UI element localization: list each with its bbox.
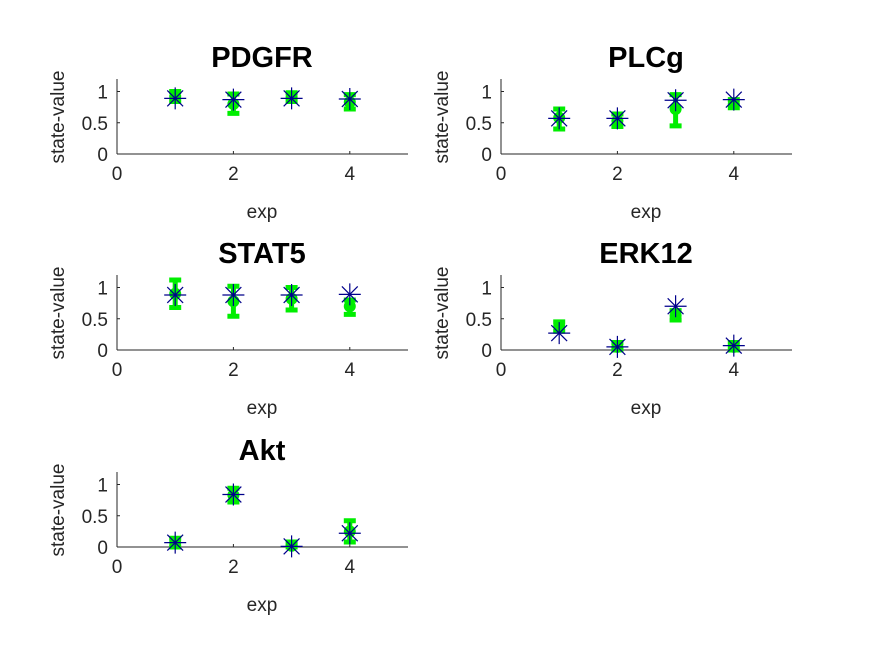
y-tick-label: 0.5 <box>82 507 108 528</box>
y-tick-label: 1 <box>481 83 492 104</box>
subplot-plcg: PLCg state-value exp 0 2 4 0 0.5 1 <box>432 42 792 223</box>
model-point <box>338 522 361 545</box>
x-tick-label: 2 <box>228 557 239 578</box>
y-tick-label: 0.5 <box>466 310 492 331</box>
x-axis-label: exp <box>631 202 662 223</box>
data-marks <box>548 88 745 132</box>
model-point <box>222 284 245 306</box>
model-point <box>664 295 687 318</box>
x-tick-label: 4 <box>345 557 356 578</box>
axes: 0 2 4 0 0.5 1 <box>82 472 408 578</box>
data-marks <box>548 295 745 358</box>
model-point <box>338 283 361 306</box>
x-tick-label: 2 <box>612 360 623 381</box>
chart-title: ERK12 <box>599 238 693 270</box>
x-tick-label: 0 <box>112 164 123 185</box>
y-tick-label: 1 <box>97 279 108 300</box>
y-axis-label: state-value <box>48 464 69 557</box>
x-tick-label: 4 <box>729 164 740 185</box>
x-tick-label: 4 <box>345 360 356 381</box>
y-tick-label: 0 <box>481 145 492 166</box>
x-tick-label: 0 <box>112 360 123 381</box>
subplot-akt: Akt state-value exp 0 2 4 0 0.5 1 <box>48 435 408 616</box>
x-tick-label: 0 <box>496 164 507 185</box>
model-point <box>164 284 187 306</box>
y-tick-label: 0 <box>97 341 108 362</box>
y-axis-label: state-value <box>48 267 69 360</box>
data-marks <box>164 87 361 116</box>
subplot-pdgfr: PDGFR state-value exp 0 2 4 0 0.5 1 <box>48 42 408 223</box>
model-point <box>280 535 303 558</box>
model-point <box>664 89 687 112</box>
y-tick-label: 1 <box>97 476 108 497</box>
axes: 0 2 4 0 0.5 1 <box>466 79 792 185</box>
y-tick-label: 1 <box>481 279 492 300</box>
model-point <box>606 335 629 358</box>
y-tick-label: 0.5 <box>82 310 108 331</box>
chart-title: STAT5 <box>218 238 306 270</box>
data-marks <box>164 277 361 319</box>
y-axis-label: state-value <box>432 71 453 164</box>
x-tick-label: 0 <box>112 557 123 578</box>
y-tick-label: 0.5 <box>466 114 492 135</box>
axes: 0 2 4 0 0.5 1 <box>82 79 408 185</box>
x-tick-label: 4 <box>345 164 356 185</box>
axes: 0 2 4 0 0.5 1 <box>466 275 792 381</box>
x-axis-label: exp <box>247 202 278 223</box>
model-point <box>164 87 187 110</box>
model-point <box>606 107 629 130</box>
x-tick-label: 2 <box>228 164 239 185</box>
model-point <box>222 88 245 111</box>
x-tick-label: 4 <box>729 360 740 381</box>
y-tick-label: 0 <box>97 538 108 559</box>
chart-title: PDGFR <box>211 42 313 74</box>
model-point <box>722 88 745 111</box>
x-axis-label: exp <box>631 398 662 419</box>
model-point <box>722 334 745 357</box>
data-marks <box>164 483 361 558</box>
y-axis-label: state-value <box>48 71 69 164</box>
model-point <box>548 107 571 130</box>
y-tick-label: 0 <box>481 341 492 362</box>
subplot-stat5: STAT5 state-value exp 0 2 4 0 0.5 1 <box>48 238 408 419</box>
x-tick-label: 0 <box>496 360 507 381</box>
y-tick-label: 0 <box>97 145 108 166</box>
model-point <box>280 284 303 306</box>
axes: 0 2 4 0 0.5 1 <box>82 275 408 381</box>
data-point <box>343 300 356 313</box>
subplot-erk12: ERK12 state-value exp 0 2 4 0 0.5 1 <box>432 238 792 419</box>
model-point <box>280 87 303 110</box>
model-point <box>164 531 187 554</box>
chart-title: Akt <box>239 435 286 467</box>
x-tick-label: 2 <box>228 360 239 381</box>
chart-title: PLCg <box>608 42 684 74</box>
y-tick-label: 0.5 <box>82 114 108 135</box>
y-axis-label: state-value <box>432 267 453 360</box>
x-axis-label: exp <box>247 398 278 419</box>
model-point <box>548 322 571 345</box>
model-point <box>222 483 245 506</box>
x-axis-label: exp <box>247 595 278 616</box>
x-tick-label: 2 <box>612 164 623 185</box>
y-tick-label: 1 <box>97 83 108 104</box>
model-point <box>338 88 361 110</box>
